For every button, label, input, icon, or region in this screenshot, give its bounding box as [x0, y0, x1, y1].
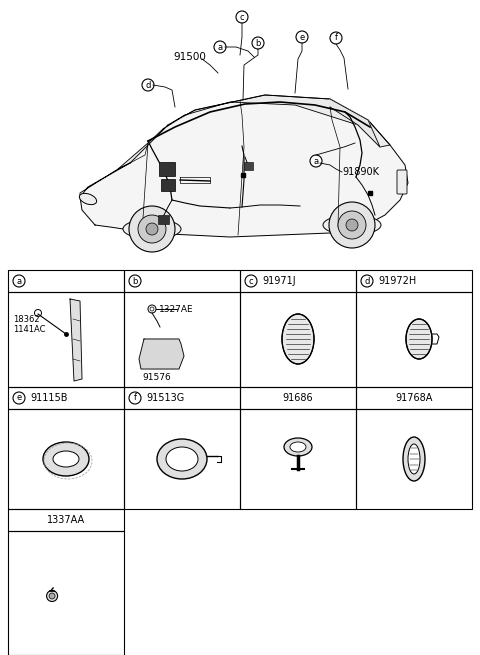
Text: a: a — [16, 276, 22, 286]
Circle shape — [142, 79, 154, 91]
Circle shape — [47, 591, 58, 601]
Ellipse shape — [43, 442, 89, 476]
Ellipse shape — [129, 206, 175, 252]
Bar — [124, 270, 240, 292]
Bar — [240, 270, 356, 292]
FancyBboxPatch shape — [159, 162, 175, 176]
Ellipse shape — [284, 438, 312, 456]
Text: c: c — [249, 276, 253, 286]
Text: b: b — [132, 276, 138, 286]
Bar — [240, 292, 356, 387]
Text: 91686: 91686 — [283, 393, 313, 403]
Ellipse shape — [403, 437, 425, 481]
Circle shape — [13, 392, 25, 404]
Polygon shape — [163, 95, 390, 147]
Ellipse shape — [329, 202, 375, 248]
FancyBboxPatch shape — [243, 162, 252, 170]
Circle shape — [129, 392, 141, 404]
Ellipse shape — [79, 193, 96, 204]
Ellipse shape — [282, 314, 314, 364]
Text: a: a — [217, 43, 223, 52]
Ellipse shape — [406, 319, 432, 359]
FancyBboxPatch shape — [157, 214, 168, 223]
Circle shape — [129, 275, 141, 287]
Bar — [124, 409, 240, 509]
FancyBboxPatch shape — [397, 170, 407, 194]
Polygon shape — [80, 95, 408, 237]
Ellipse shape — [408, 444, 420, 474]
Ellipse shape — [166, 447, 198, 471]
Ellipse shape — [290, 442, 306, 452]
Bar — [163, 352, 169, 357]
Bar — [8, 509, 124, 531]
Bar — [147, 352, 153, 357]
Circle shape — [296, 31, 308, 43]
Bar — [8, 292, 124, 387]
Ellipse shape — [338, 211, 366, 239]
Bar — [8, 409, 124, 509]
Circle shape — [13, 275, 25, 287]
Circle shape — [310, 155, 322, 167]
Circle shape — [252, 37, 264, 49]
Text: 91890K: 91890K — [342, 167, 379, 177]
Text: 91513G: 91513G — [146, 393, 184, 403]
Text: 91500: 91500 — [174, 52, 206, 62]
Bar — [124, 292, 240, 387]
Bar — [8, 270, 124, 292]
Text: d: d — [145, 81, 151, 90]
Circle shape — [330, 32, 342, 44]
Text: 91971J: 91971J — [262, 276, 296, 286]
Polygon shape — [118, 115, 185, 169]
Polygon shape — [330, 99, 380, 147]
Bar — [356, 292, 472, 387]
Text: 1337AA: 1337AA — [47, 515, 85, 525]
Text: c: c — [240, 12, 244, 22]
Bar — [8, 531, 124, 655]
Text: e: e — [16, 394, 22, 403]
Polygon shape — [70, 299, 82, 381]
Ellipse shape — [138, 215, 166, 243]
Ellipse shape — [323, 215, 381, 235]
Bar — [356, 270, 472, 292]
Ellipse shape — [146, 223, 158, 235]
Text: d: d — [364, 276, 370, 286]
Text: 1327AE: 1327AE — [159, 305, 193, 314]
Text: e: e — [300, 33, 305, 41]
Circle shape — [49, 593, 55, 599]
Text: 91576: 91576 — [142, 373, 171, 381]
Text: 1141AC: 1141AC — [13, 324, 46, 333]
Bar — [240, 409, 356, 509]
Bar — [356, 409, 472, 509]
Ellipse shape — [346, 219, 358, 231]
Circle shape — [236, 11, 248, 23]
Bar — [155, 352, 161, 357]
Ellipse shape — [157, 439, 207, 479]
Polygon shape — [139, 339, 184, 369]
Bar — [240, 387, 356, 409]
Text: 91768A: 91768A — [396, 393, 432, 403]
Text: a: a — [313, 157, 319, 166]
Text: f: f — [133, 394, 136, 403]
Circle shape — [361, 275, 373, 287]
Text: 18362: 18362 — [13, 314, 40, 324]
Polygon shape — [80, 163, 130, 197]
Text: b: b — [255, 39, 261, 48]
Circle shape — [214, 41, 226, 53]
FancyBboxPatch shape — [161, 179, 175, 191]
Ellipse shape — [123, 219, 181, 239]
Bar — [356, 387, 472, 409]
Bar — [124, 387, 240, 409]
Text: 91115B: 91115B — [30, 393, 68, 403]
Ellipse shape — [53, 451, 79, 467]
Bar — [8, 387, 124, 409]
Text: f: f — [335, 33, 337, 43]
Text: 91972H: 91972H — [378, 276, 416, 286]
Circle shape — [245, 275, 257, 287]
